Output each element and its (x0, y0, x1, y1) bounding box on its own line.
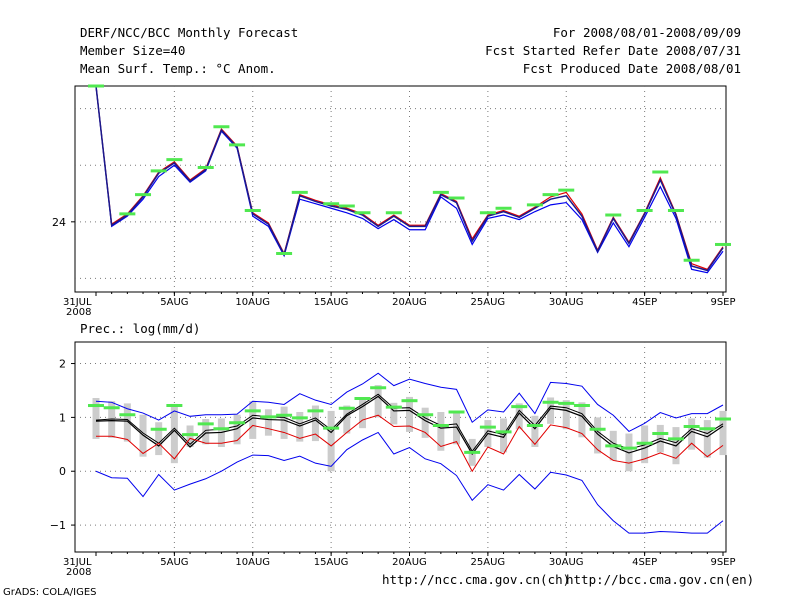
x-tick-label: 9SEP (710, 297, 735, 308)
spread-bar (688, 418, 696, 450)
series-line-lower_member (96, 414, 724, 473)
x-tick-label: 4SEP (632, 297, 657, 308)
x-tick-label: 15AUG (314, 297, 349, 308)
x-tick-label: 15AUG (314, 557, 349, 568)
x-tick-label: 25AUG (471, 297, 506, 308)
y-tick-label: 1 (59, 411, 66, 424)
spread-bar (703, 420, 711, 458)
spread-bar (719, 410, 727, 456)
x-tick-label: 9SEP (710, 557, 735, 568)
spread-bar (374, 385, 382, 418)
y-tick-label: −1 (50, 519, 66, 532)
spread-bar (264, 409, 272, 436)
spread-bar (500, 418, 508, 453)
x-tick-label: 20AUG (392, 297, 427, 308)
spread-bar (327, 410, 335, 472)
x-tick-label-year: 2008 (66, 307, 91, 318)
spread-bar (562, 400, 570, 430)
x-tick-label: 10AUG (235, 297, 270, 308)
x-tick-label: 30AUG (549, 557, 584, 568)
spread-bar (280, 406, 288, 439)
x-tick-label: 4SEP (632, 557, 657, 568)
grads-credit: GrADS: COLA/IGES (3, 587, 97, 598)
spread-bar (421, 407, 429, 438)
spread-bar (343, 405, 351, 434)
spread-bar (296, 412, 304, 442)
member-size-label: Member Size=40 (80, 43, 186, 58)
spread-bar (123, 403, 131, 442)
x-tick-label: 25AUG (471, 557, 506, 568)
spread-bar (547, 397, 555, 424)
spread-bar (155, 422, 163, 456)
ncc-url-link[interactable]: http://ncc.cma.gov.cn(ch) (382, 572, 571, 587)
x-tick-label: 5AUG (160, 297, 188, 308)
y-tick-label: 24 (52, 216, 66, 229)
spread-bar (358, 398, 366, 429)
series-line-blue (95, 85, 724, 274)
x-tick-label: 20AUG (392, 557, 427, 568)
series-line-black (95, 85, 724, 272)
spread-bar (406, 396, 413, 432)
spread-bar (311, 405, 319, 442)
spread-bar (515, 403, 523, 430)
series-line-upper (95, 372, 724, 432)
bcc-url-link[interactable]: http://bcc.cma.gov.cn(en) (566, 572, 755, 587)
variable-label: Mean Surf. Temp.: °C Anom. (80, 61, 276, 76)
spread-bar (390, 402, 398, 425)
x-tick-label: 5AUG (160, 557, 188, 568)
spread-bar (233, 414, 241, 445)
spread-bar (249, 401, 257, 439)
forecast-start-date: Fcst Started Refer Date 2008/07/31 (485, 43, 741, 58)
forecast-period: For 2008/08/01-2008/09/09 (552, 25, 741, 40)
precip-panel-title: Prec.: log(mm/d) (80, 321, 201, 336)
spread-bar (186, 425, 194, 447)
x-tick-label: 31JUL (63, 557, 92, 568)
chart-title: DERF/NCC/BCC Monthly Forecast (80, 25, 299, 40)
spread-bar (578, 402, 586, 438)
spread-bar (108, 401, 116, 438)
plot-frame (74, 85, 727, 293)
spread-bar (202, 419, 210, 445)
x-tick-label: 30AUG (549, 297, 584, 308)
forecast-produced-date: Fcst Produced Date 2008/08/01 (522, 61, 741, 76)
x-tick-label: 10AUG (235, 557, 270, 568)
x-tick-label-year: 2008 (66, 567, 91, 578)
spread-bar (170, 403, 178, 464)
y-tick-label: 2 (59, 358, 66, 371)
spread-bar (531, 415, 539, 447)
spread-bar (92, 398, 100, 439)
x-tick-label: 31JUL (63, 297, 92, 308)
series-line-mean (95, 395, 724, 456)
spread-bar (594, 417, 602, 454)
spread-bar (437, 412, 445, 451)
series-line-lower (95, 431, 724, 534)
y-tick-label: 0 (59, 465, 66, 478)
